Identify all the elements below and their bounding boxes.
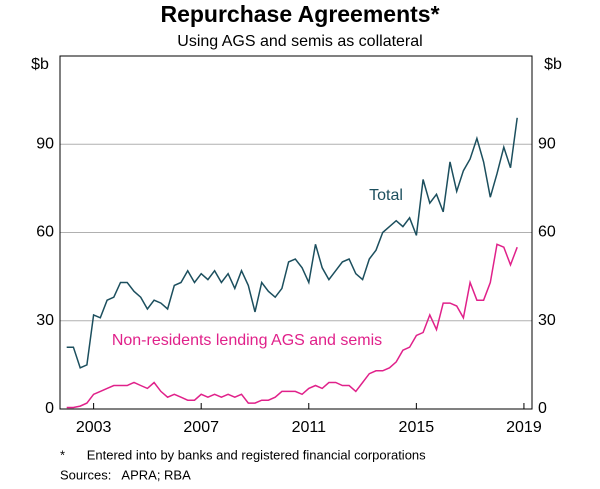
y-tick-label: 30 (36, 312, 54, 329)
y-axis-label: $b (31, 56, 49, 73)
footnote: Sources: APRA; RBA (60, 467, 191, 482)
y2-tick-label: 30 (538, 312, 556, 329)
footnote: * Entered into by banks and registered f… (60, 447, 426, 462)
x-tick-label: 2015 (399, 419, 435, 436)
x-tick-label: 2011 (292, 419, 327, 436)
y2-tick-label: 90 (538, 135, 556, 152)
plot-frame (59, 55, 533, 410)
chart-subtitle: Using AGS and semis as collateral (177, 33, 422, 50)
y2-axis-label: $b (544, 56, 562, 73)
y-tick-label: 90 (36, 135, 54, 152)
x-tick-label: 2003 (76, 419, 112, 436)
y2-tick-label: 60 (538, 224, 556, 241)
series-line (66, 117, 518, 369)
series-line (66, 243, 518, 409)
y-tick-label: 60 (36, 224, 54, 241)
y2-tick-label: 0 (538, 400, 547, 417)
chart-title: Repurchase Agreements* (160, 1, 439, 27)
annotation: Total (369, 187, 403, 204)
x-tick-label: 2007 (183, 419, 219, 436)
y-tick-label: 0 (45, 400, 54, 417)
annotation: Non-residents lending AGS and semis (112, 332, 382, 349)
x-tick-label: 2019 (506, 419, 542, 436)
